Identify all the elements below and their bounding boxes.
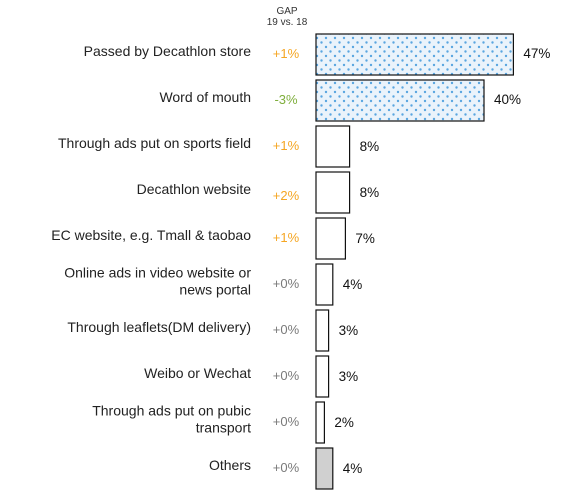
value-label: 4% xyxy=(343,277,363,292)
gap-header: GAP 19 vs. 18 xyxy=(262,6,312,28)
value-label: 7% xyxy=(355,231,375,246)
gap-label: +0% xyxy=(273,414,300,429)
bar xyxy=(315,355,330,398)
value-label: 47% xyxy=(523,46,550,61)
category-label: Through leaflets(DM delivery) xyxy=(67,319,251,335)
value-label: 8% xyxy=(360,185,380,200)
category-label: Weibo or Wechat xyxy=(144,365,251,381)
bar xyxy=(315,447,334,490)
category-label: Online ads in video website or xyxy=(64,265,251,281)
gap-label: +0% xyxy=(273,276,300,291)
category-label: Through ads put on sports field xyxy=(58,135,251,151)
gap-label: +0% xyxy=(273,368,300,383)
bar xyxy=(315,171,351,214)
value-label: 3% xyxy=(339,369,359,384)
category-label: EC website, e.g. Tmall & taobao xyxy=(51,227,251,243)
bar xyxy=(315,401,325,444)
gap-label: +2% xyxy=(273,188,300,203)
gap-subtitle: 19 vs. 18 xyxy=(266,17,308,28)
bar xyxy=(315,125,351,168)
value-label: 3% xyxy=(339,323,359,338)
bar xyxy=(315,79,485,122)
category-label: Through ads put on pubic xyxy=(92,403,251,419)
value-label: 4% xyxy=(343,461,363,476)
value-label: 8% xyxy=(360,139,380,154)
gap-label: +0% xyxy=(273,322,300,337)
gap-label: +1% xyxy=(273,138,300,153)
labels-group: 47% +1% Passed by Decathlon store 40% -3% Wor… xyxy=(51,43,550,476)
category-label: Others xyxy=(209,457,251,473)
bar xyxy=(315,217,346,260)
gap-label: -3% xyxy=(274,92,298,107)
category-label: Word of mouth xyxy=(159,89,251,105)
value-label: 2% xyxy=(334,415,354,430)
category-label: transport xyxy=(196,420,251,436)
category-label: Passed by Decathlon store xyxy=(84,43,252,59)
category-label: Decathlon website xyxy=(137,181,252,197)
bar xyxy=(315,309,330,352)
bars-group xyxy=(315,33,514,490)
gap-label: +1% xyxy=(273,230,300,245)
bar xyxy=(315,33,514,76)
gap-label: +1% xyxy=(273,46,300,61)
gap-label: +0% xyxy=(273,460,300,475)
gap-title: GAP xyxy=(276,6,298,17)
category-label: news portal xyxy=(179,282,251,298)
bar xyxy=(315,263,334,306)
value-label: 40% xyxy=(494,92,521,107)
